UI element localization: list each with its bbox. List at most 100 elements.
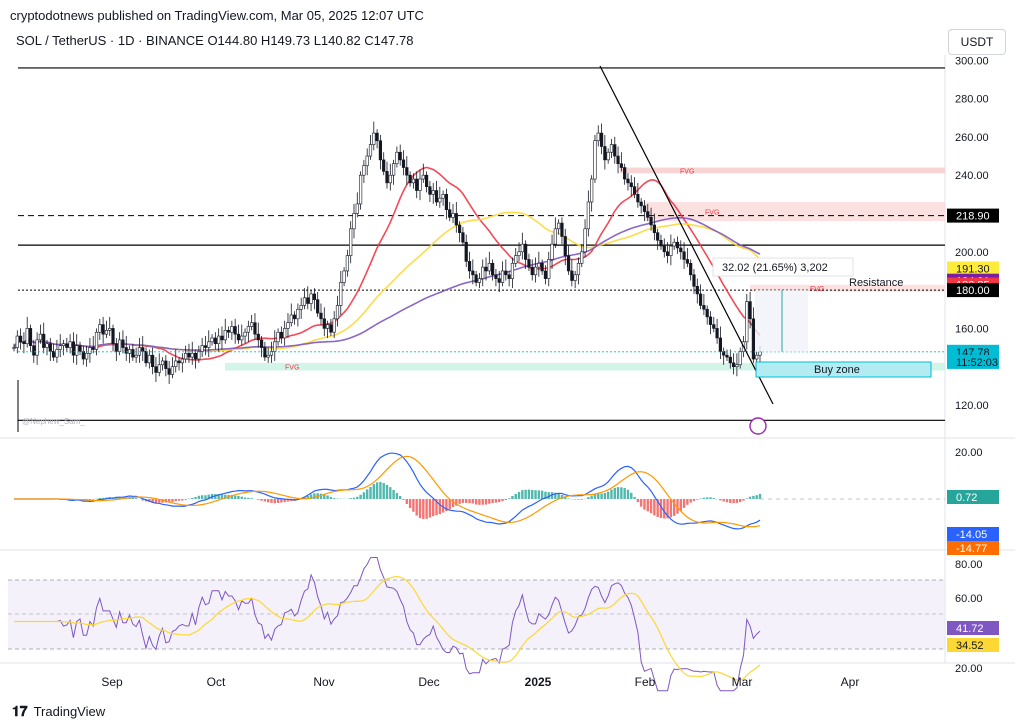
macd-histogram-bar (441, 499, 445, 513)
macd-histogram-bar (356, 496, 359, 499)
candle-body (187, 352, 191, 358)
candle-body (375, 132, 379, 142)
macd-histogram-bar (415, 499, 418, 516)
candle-body (461, 232, 465, 243)
macd-histogram-bar (465, 499, 468, 503)
candle-body (563, 236, 567, 256)
macd-histogram-bar (389, 487, 392, 499)
candle-body (78, 345, 82, 352)
price-tick-label: 300.00 (955, 55, 989, 67)
macd-histogram-bar (224, 494, 227, 499)
price-tick-label: 260.00 (955, 132, 989, 144)
candle-body (349, 228, 353, 256)
candle-body (553, 228, 557, 245)
candle-body (573, 274, 577, 281)
candle-body (263, 347, 267, 358)
rsi-tick-label: 60.00 (955, 593, 983, 605)
candle-body (735, 364, 739, 368)
candle-body (570, 270, 574, 281)
candle-body (223, 330, 227, 341)
price-tick-label: 280.00 (955, 94, 989, 106)
moving-average-line (13, 211, 761, 353)
macd-histogram-bar (418, 499, 422, 519)
time-axis-label: Oct (207, 675, 226, 689)
candle-body (421, 174, 425, 180)
candle-body (151, 354, 155, 367)
macd-histogram-bar (590, 495, 593, 499)
candle-body (325, 324, 330, 329)
candle-body (540, 262, 544, 272)
candle-body (164, 360, 168, 369)
macd-histogram-bar (587, 497, 590, 499)
macd-histogram-bar (573, 499, 577, 500)
macd-histogram-bar (656, 499, 659, 517)
macd-histogram-bar (171, 499, 174, 502)
candle-body (639, 201, 643, 207)
fvg-zone (620, 167, 945, 174)
candle-body (127, 349, 132, 354)
macd-histogram-bar (623, 488, 626, 499)
candle-body (474, 274, 478, 283)
candle-body (398, 151, 402, 161)
macd-value-badge (947, 541, 999, 555)
candle-body (61, 343, 66, 346)
macd-histogram-bar (544, 491, 547, 499)
candle-body (118, 339, 122, 352)
macd-histogram-bar (214, 494, 217, 499)
macd-tick-label: 20.00 (955, 447, 983, 459)
price-tick-label: 200.00 (955, 247, 989, 259)
candle-body (606, 151, 610, 161)
macd-histogram-bar (243, 497, 247, 499)
candle-body (560, 222, 564, 237)
candle-body (213, 337, 217, 345)
rsi-value-badge (947, 621, 999, 635)
candle-body (220, 335, 224, 341)
macd-histogram-bar (326, 495, 329, 499)
candle-body (454, 213, 458, 226)
macd-histogram-bar (422, 499, 425, 519)
candle-body (738, 351, 742, 366)
macd-histogram-bar (738, 499, 742, 503)
candle-body (596, 132, 600, 142)
macd-histogram-bar (445, 499, 448, 512)
macd-histogram-bar (455, 499, 458, 506)
candle-body (197, 351, 201, 360)
macd-histogram-bar (494, 499, 498, 503)
macd-histogram-bar (722, 499, 725, 502)
macd-histogram-bar (725, 499, 729, 503)
macd-histogram-bar (600, 493, 603, 499)
macd-histogram-bar (217, 494, 220, 499)
candle-body (656, 232, 660, 241)
candle-body (52, 351, 56, 358)
candle-body (352, 213, 356, 230)
macd-histogram-bar (560, 494, 564, 499)
macd-histogram-bar (88, 499, 92, 501)
candle-body (230, 326, 234, 333)
macd-histogram-bar (432, 499, 435, 517)
candle-body (715, 328, 719, 339)
currency-selector[interactable]: USDT (948, 29, 1006, 55)
candle-body (547, 259, 551, 279)
candle-body (448, 209, 452, 218)
candle-body (101, 324, 105, 335)
candle-body (702, 305, 706, 310)
candle-body (28, 328, 33, 346)
candle-body (464, 241, 468, 262)
macd-histogram-bar (319, 493, 323, 499)
macd-histogram-bar (488, 499, 491, 504)
macd-histogram-bar (752, 495, 755, 499)
macd-value-text: -14.77 (956, 543, 987, 555)
macd-histogram-bar (613, 487, 616, 499)
candle-body (154, 366, 158, 373)
macd-histogram-bar (191, 497, 194, 499)
candle-body (520, 243, 524, 253)
macd-histogram-bar (375, 482, 379, 499)
descending-trendline (599, 65, 774, 405)
candle-body (613, 144, 617, 157)
candle-body (22, 341, 26, 345)
candle-body (593, 140, 597, 180)
candle-body (705, 308, 709, 318)
macd-histogram-bar (557, 493, 560, 499)
time-axis-label: 2025 (525, 675, 552, 689)
